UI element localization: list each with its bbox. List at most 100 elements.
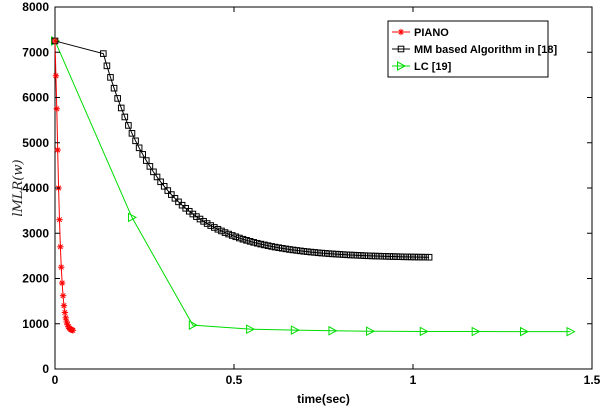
data-point [153, 173, 161, 181]
legend-marker [397, 28, 405, 36]
legend-marker [397, 45, 405, 53]
data-point [275, 244, 283, 252]
data-point [132, 137, 139, 145]
legend-label: MM based Algorithm in [18] [414, 44, 558, 56]
data-point [300, 248, 308, 255]
data-point [52, 72, 60, 79]
data-point [343, 251, 351, 259]
y-tick-label: 8000 [22, 0, 49, 14]
data-point [419, 326, 429, 337]
data-point [366, 326, 376, 337]
data-point [221, 229, 229, 236]
data-point [354, 252, 361, 259]
data-point [404, 253, 411, 261]
data-point [218, 227, 225, 235]
y-tick-label: 4000 [22, 181, 49, 195]
data-point [114, 95, 121, 102]
data-point [390, 253, 397, 260]
data-point [228, 232, 236, 239]
data-point [135, 144, 143, 152]
data-point [61, 309, 69, 316]
data-point [350, 251, 358, 259]
y-tick-label: 6000 [22, 91, 49, 105]
x-tick-label: 1 [410, 373, 417, 387]
data-point [261, 241, 268, 249]
y-axis-label: lMLR(w) [11, 159, 26, 216]
data-point [407, 253, 415, 261]
data-point [368, 252, 376, 260]
x-axis-label: time(sec) [297, 392, 350, 406]
data-point [51, 37, 59, 45]
data-point [54, 146, 61, 154]
data-point [246, 324, 256, 335]
data-point [332, 250, 340, 258]
data-point [100, 50, 107, 57]
data-point [58, 279, 66, 287]
data-point [411, 253, 419, 261]
data-point [296, 247, 304, 255]
data-point [361, 252, 368, 259]
data-point [328, 325, 338, 336]
data-point [164, 187, 172, 194]
data-point [200, 218, 207, 225]
data-point [207, 222, 215, 229]
data-point [157, 178, 164, 186]
data-point [236, 234, 243, 242]
legend: PIANO MM based Algorithm in [18] LC [19] [387, 20, 558, 78]
data-point [250, 239, 257, 246]
data-point [290, 325, 300, 335]
data-point [57, 243, 64, 251]
data-point [69, 327, 77, 334]
y-tick-label: 5000 [22, 136, 49, 150]
legend-label: LC [19] [414, 61, 452, 73]
data-point [293, 247, 300, 254]
data-point [271, 243, 279, 251]
data-point [59, 292, 67, 299]
data-point [58, 263, 65, 271]
data-point [336, 251, 343, 258]
data-point [289, 246, 297, 254]
data-point [304, 248, 311, 255]
data-point [62, 314, 69, 322]
data-point [375, 252, 383, 260]
data-point [128, 130, 136, 137]
legend-label: PIANO [414, 27, 449, 39]
data-point [566, 326, 576, 337]
y-tick-label: 2000 [22, 272, 49, 286]
data-point [253, 239, 261, 247]
legend-item: LC [19] [392, 61, 452, 73]
data-point [418, 253, 426, 261]
legend-marker [397, 61, 407, 71]
data-point [139, 151, 147, 158]
data-point [168, 191, 175, 198]
data-point [321, 250, 329, 257]
data-point [268, 243, 275, 250]
legend-item: MM based Algorithm in [18] [392, 44, 558, 56]
data-point [329, 250, 336, 258]
y-tick-label: 1000 [22, 317, 49, 331]
data-point [264, 242, 272, 249]
data-point [400, 253, 408, 261]
data-point [243, 237, 250, 244]
data-point [107, 74, 114, 81]
data-point [211, 224, 218, 231]
data-point [357, 252, 365, 259]
data-point [415, 253, 422, 261]
data-point [364, 252, 372, 260]
ticks-layer: 0 0.5 1 1.5 0 1000 2000 3000 4000 5000 6000 7000 800… [22, 0, 600, 387]
data-point [214, 225, 222, 233]
data-point [372, 252, 379, 260]
data-point [339, 251, 347, 258]
legend-box [387, 20, 549, 78]
data-point [171, 195, 179, 202]
data-point [239, 235, 247, 243]
data-point [203, 220, 211, 227]
data-point [160, 183, 168, 190]
data-point [425, 253, 433, 261]
data-point [175, 198, 182, 206]
data-point [53, 105, 60, 113]
x-tick-label: 0.5 [226, 373, 243, 387]
series-1 [51, 37, 433, 261]
data-point [382, 253, 390, 260]
data-point [519, 326, 530, 337]
